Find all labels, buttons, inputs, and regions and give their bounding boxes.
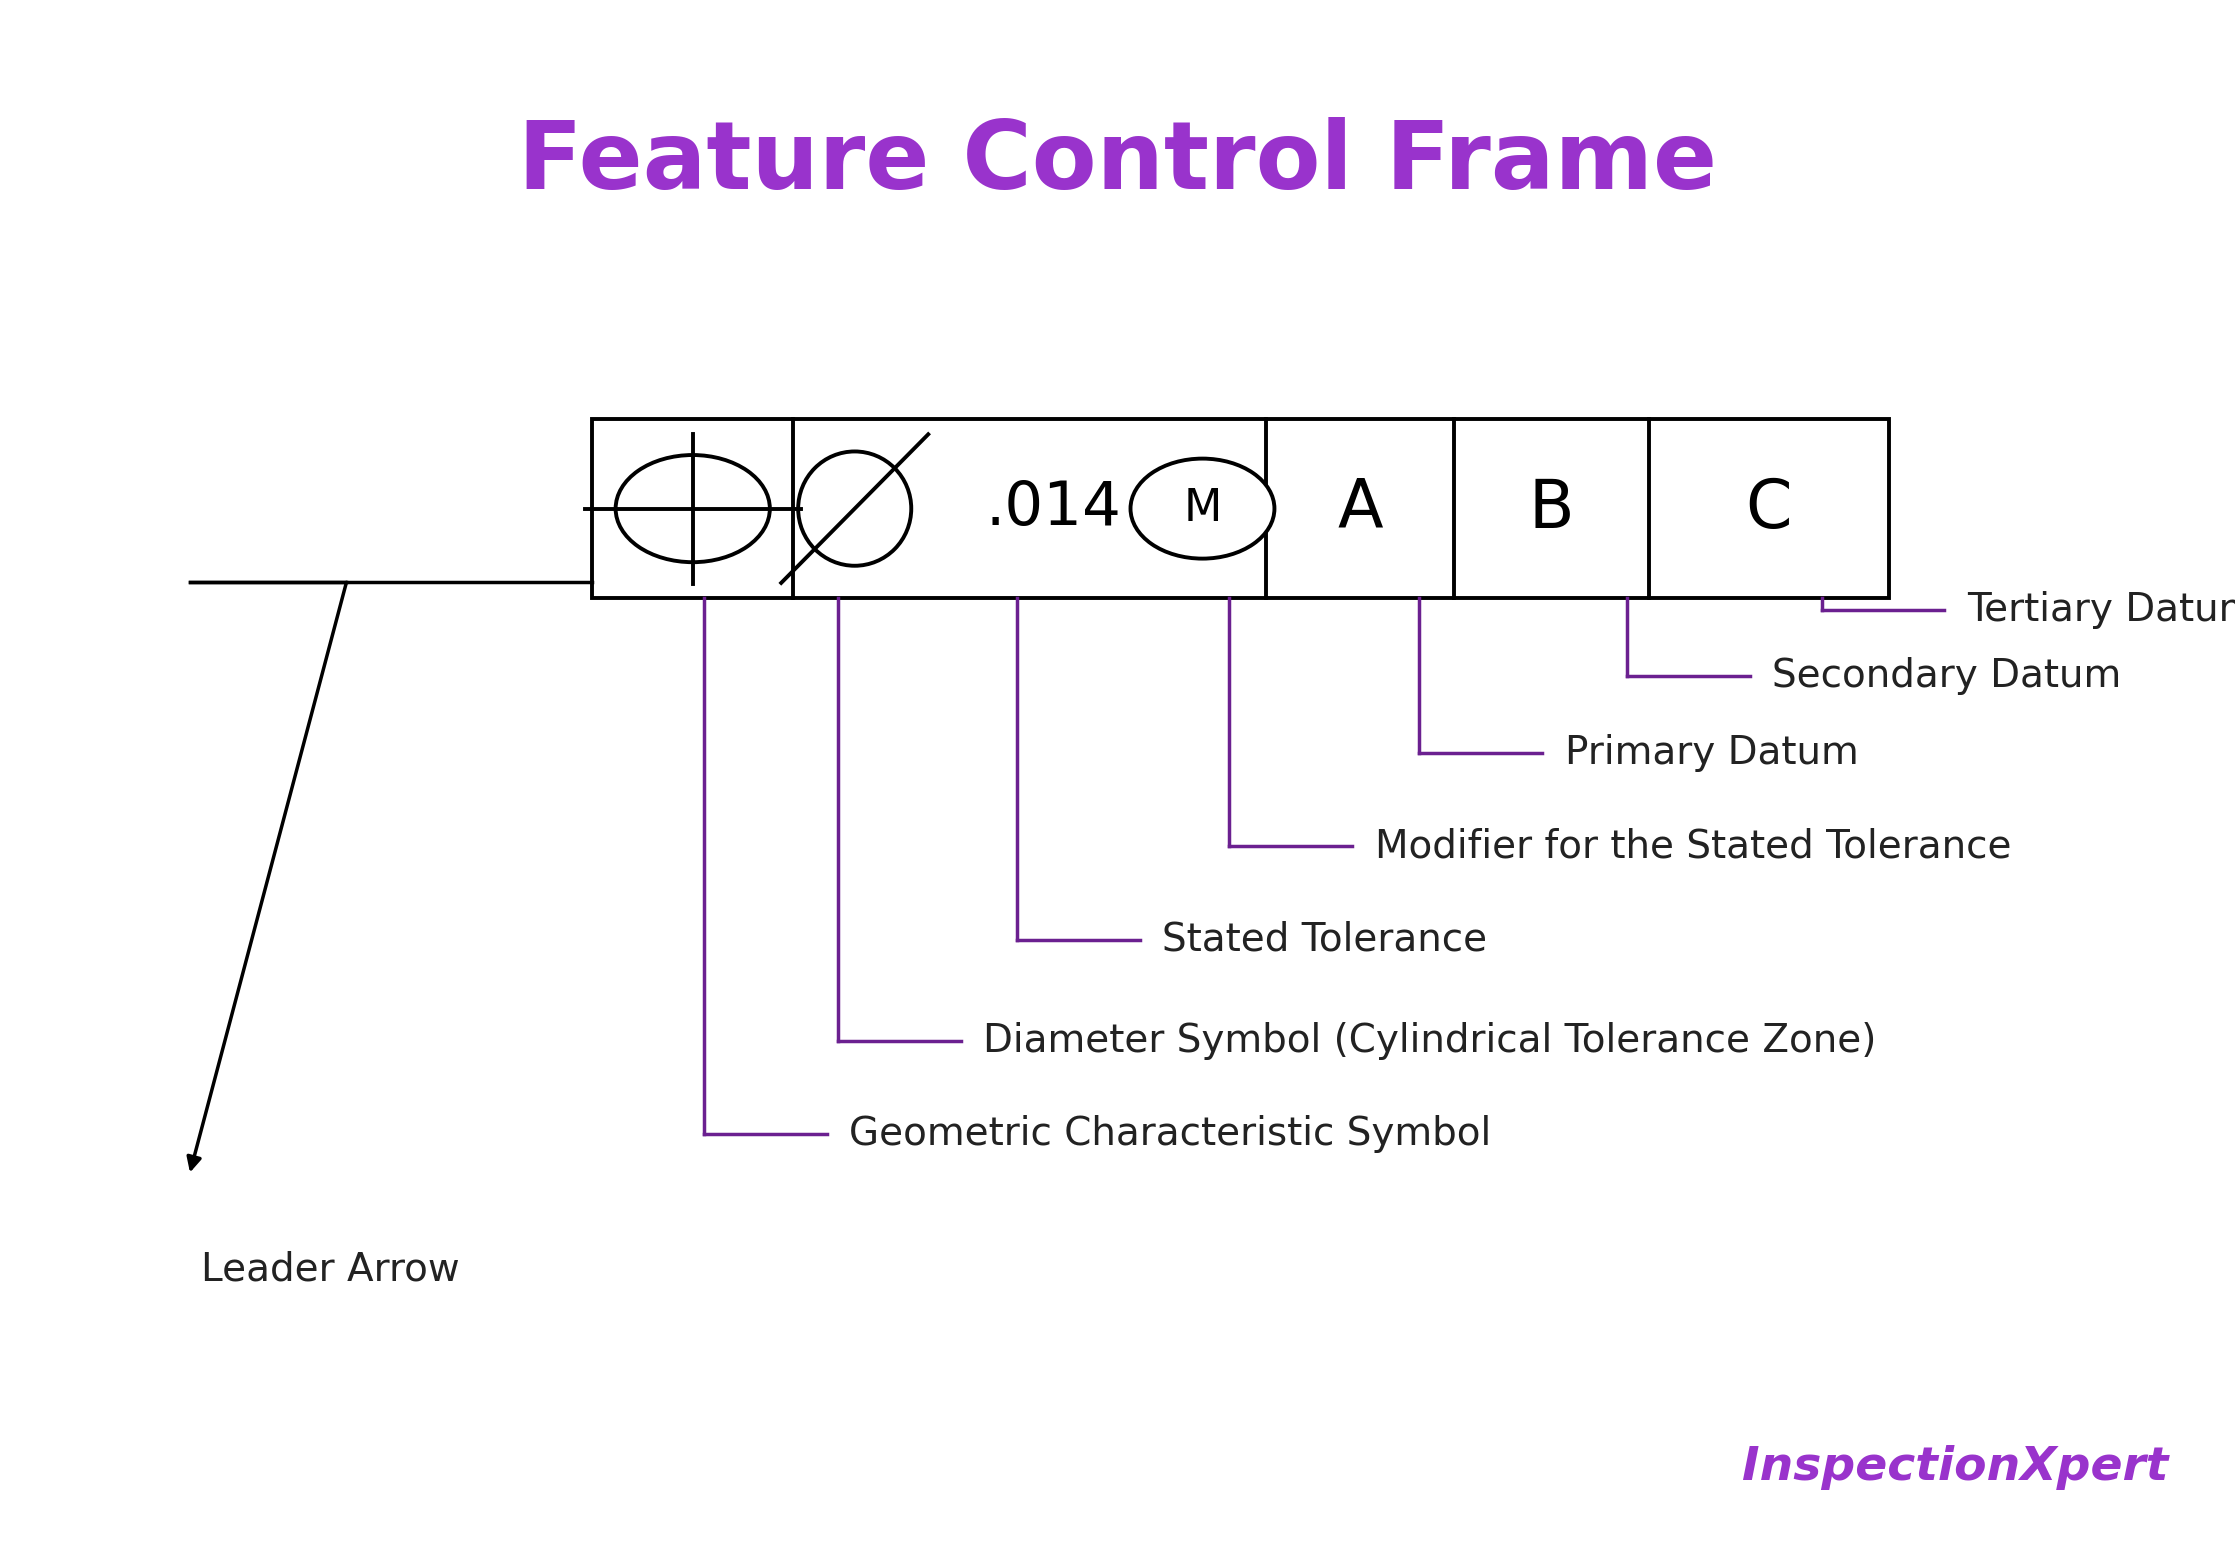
Text: Leader Arrow: Leader Arrow — [201, 1250, 460, 1287]
Text: Secondary Datum: Secondary Datum — [1772, 657, 2121, 694]
Text: C: C — [1746, 475, 1792, 542]
Text: Modifier for the Stated Tolerance: Modifier for the Stated Tolerance — [1375, 828, 2012, 865]
Ellipse shape — [798, 452, 912, 565]
Text: Diameter Symbol (Cylindrical Tolerance Zone): Diameter Symbol (Cylindrical Tolerance Z… — [983, 1022, 1877, 1059]
Text: M: M — [1182, 488, 1223, 530]
Text: Geometric Characteristic Symbol: Geometric Characteristic Symbol — [849, 1115, 1491, 1152]
Bar — [592, 419, 1889, 598]
Circle shape — [1131, 458, 1274, 559]
Text: Tertiary Datum: Tertiary Datum — [1967, 592, 2235, 629]
Text: .014: .014 — [986, 480, 1122, 537]
Text: Feature Control Frame: Feature Control Frame — [519, 116, 1716, 210]
Text: Stated Tolerance: Stated Tolerance — [1162, 921, 1486, 958]
Text: InspectionXpert: InspectionXpert — [1743, 1446, 2168, 1489]
Text: Primary Datum: Primary Datum — [1564, 735, 1857, 772]
Text: B: B — [1529, 475, 1573, 542]
Circle shape — [615, 455, 769, 562]
Text: A: A — [1337, 475, 1383, 542]
